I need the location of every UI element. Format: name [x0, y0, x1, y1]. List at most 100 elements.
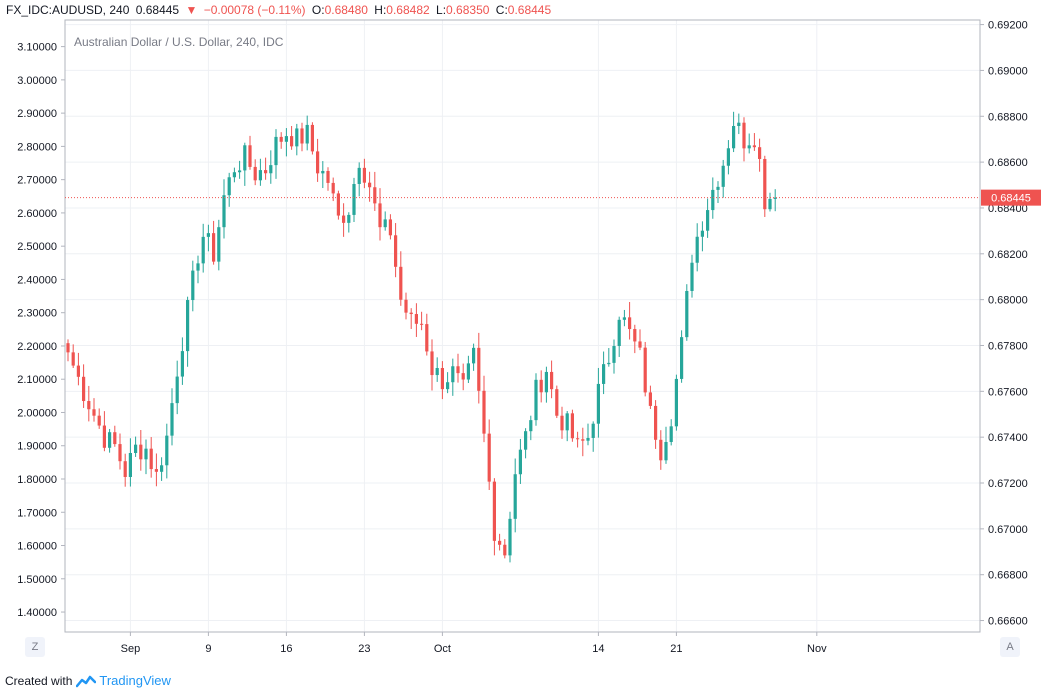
candle-body — [321, 170, 325, 174]
left-tick-label: 1.80000 — [17, 474, 57, 486]
candle-body — [524, 431, 528, 450]
candle-body — [238, 170, 242, 173]
candle — [560, 406, 564, 439]
candle-body — [76, 365, 80, 377]
candle — [326, 167, 330, 191]
candle-body — [414, 314, 418, 324]
close-label: C: — [495, 3, 508, 17]
candle-body — [295, 128, 299, 147]
candle — [414, 303, 418, 337]
candle-body — [570, 413, 574, 439]
candle — [399, 251, 403, 306]
price-chart[interactable]: 3.10000 3.00000 2.90000 2.80000 2.70000 2.600… — [0, 0, 1045, 672]
candle — [420, 311, 424, 331]
candle-body — [643, 347, 647, 393]
candle — [102, 411, 106, 452]
candle — [529, 415, 533, 441]
close-value: 0.68445 — [507, 3, 552, 17]
candle-body — [123, 461, 127, 477]
candle — [316, 138, 320, 182]
candle — [170, 388, 174, 446]
candle — [456, 353, 460, 383]
candle-body — [227, 177, 231, 196]
tradingview-brand-link[interactable]: TradingView — [99, 673, 171, 688]
candle — [773, 189, 777, 212]
candle-body — [461, 373, 465, 380]
candle-body — [128, 452, 132, 477]
candle-body — [373, 187, 377, 204]
candle — [368, 171, 372, 202]
candle-body — [596, 383, 600, 424]
candle — [711, 177, 715, 219]
candle-body — [456, 366, 460, 374]
right-tick-label: 0.67200 — [988, 478, 1028, 490]
candle — [758, 138, 762, 172]
candle — [680, 330, 684, 383]
candle — [269, 150, 273, 184]
candle — [425, 313, 429, 356]
right-tick-label: 0.67000 — [988, 524, 1028, 536]
right-tick-label: 0.66600 — [988, 616, 1028, 628]
candle — [76, 352, 80, 386]
candle-body — [326, 170, 330, 183]
candle — [160, 457, 164, 481]
candle-body — [217, 227, 221, 262]
candle — [243, 142, 247, 186]
time-tick-label: Oct — [434, 643, 451, 655]
candle-body — [180, 351, 184, 377]
candle — [82, 364, 86, 408]
right-tick-label: 0.66800 — [988, 570, 1028, 582]
candle — [430, 339, 434, 391]
candle — [503, 539, 507, 559]
candle-body — [685, 290, 689, 338]
candle — [622, 309, 626, 327]
candle-body — [170, 403, 174, 436]
candle-body — [591, 423, 595, 438]
candle-body — [118, 444, 122, 462]
candle — [555, 385, 559, 419]
candle-body — [768, 198, 772, 210]
candle — [362, 158, 366, 189]
candle — [565, 410, 569, 442]
chart-title: Australian Dollar / U.S. Dollar, 240, ID… — [74, 35, 284, 49]
candle-body — [742, 122, 746, 149]
candle-body — [674, 378, 678, 427]
candle-body — [243, 145, 247, 171]
candle-body — [440, 368, 444, 390]
auto-scale-button[interactable]: A — [1000, 637, 1020, 657]
candle — [409, 308, 413, 329]
time-tick-label: Nov — [807, 643, 827, 655]
candle — [451, 358, 455, 396]
right-tick-label: 0.67800 — [988, 340, 1028, 352]
candle — [461, 363, 465, 391]
candle — [232, 167, 236, 183]
candle-body — [160, 465, 164, 472]
candle — [581, 427, 585, 457]
candle — [487, 419, 491, 490]
candle — [617, 316, 621, 357]
candle — [669, 419, 673, 446]
candle-body — [383, 219, 387, 228]
candle — [472, 343, 476, 371]
candle-body — [628, 317, 632, 330]
candle-body — [316, 151, 320, 174]
candle-body — [726, 148, 730, 166]
candle-body — [607, 362, 611, 365]
right-tick-label: 0.69200 — [988, 20, 1028, 32]
left-tick-label: 3.00000 — [17, 75, 57, 87]
candle — [378, 188, 382, 241]
candle — [108, 428, 112, 453]
candle-body — [264, 170, 268, 174]
left-axis-ticks: 3.10000 3.00000 2.90000 2.80000 2.70000 2.600… — [17, 42, 65, 619]
candle — [498, 533, 502, 551]
candle-body — [232, 172, 236, 178]
candle — [295, 123, 299, 156]
candle-body — [659, 439, 663, 461]
zoom-button[interactable]: Z — [25, 637, 45, 657]
symbol-name: FX_IDC:AUDUSD, 240 — [6, 3, 130, 17]
candle — [97, 408, 101, 429]
candle-body — [560, 415, 564, 431]
down-arrow-icon: ▼ — [185, 3, 198, 17]
open-value: 0.68480 — [324, 3, 368, 17]
candle-body — [253, 166, 257, 181]
